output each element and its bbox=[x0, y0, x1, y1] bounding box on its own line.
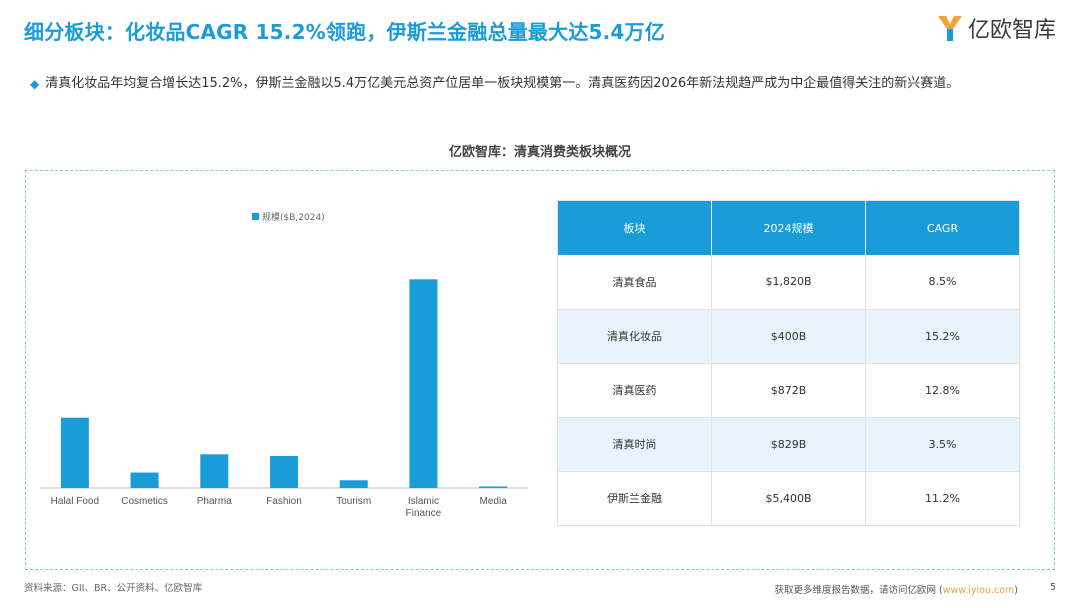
x-tick-label: Media bbox=[480, 496, 508, 507]
promo-text-end: ) bbox=[1014, 585, 1018, 596]
website-link[interactable]: www.iyiou.com bbox=[942, 585, 1015, 596]
table-cell-sector: 清真时尚 bbox=[557, 417, 712, 472]
table-row: 伊斯兰金融 $5,400B 11.2% bbox=[557, 471, 1020, 526]
table-cell-cagr: 3.5% bbox=[865, 417, 1020, 472]
table-cell-sector: 清真化妆品 bbox=[557, 309, 712, 364]
table-row: 清真医药 $872B 12.8% bbox=[557, 363, 1020, 418]
table-cell-sector: 清真医药 bbox=[557, 363, 712, 418]
sector-table: 板块 2024规模 CAGR 清真食品 $1,820B 8.5% 清真化妆品 $… bbox=[557, 200, 1020, 526]
logo: 亿欧智库 bbox=[936, 12, 1056, 44]
promo-note: 获取更多维度报告数据，请访问亿欧网 (www.iyiou.com) bbox=[775, 582, 1018, 596]
bar-pharma bbox=[200, 454, 229, 488]
table-cell-size: $829B bbox=[711, 417, 866, 472]
bar-halal-food bbox=[60, 417, 89, 488]
bar-chart: Halal Food Cosmetics Pharma Fashion Tourism I… bbox=[40, 279, 528, 519]
table-cell-cagr: 12.8% bbox=[865, 363, 1020, 418]
diamond-bullet-icon: ◆ bbox=[30, 77, 40, 91]
x-tick-label: Tourism bbox=[336, 496, 371, 507]
x-tick-label: Halal Food bbox=[51, 496, 99, 507]
table-row: 清真化妆品 $400B 15.2% bbox=[557, 309, 1020, 364]
legend-label: 规模($B,2024) bbox=[262, 213, 325, 223]
bar-media bbox=[479, 486, 508, 488]
table-row: 清真时尚 $829B 3.5% bbox=[557, 417, 1020, 472]
summary-bullet: ◆ 清真化妆品年均复合增长达15.2%，伊斯兰金融以5.4万亿美元总资产位居单一… bbox=[30, 74, 1055, 94]
x-tick-label: Fashion bbox=[266, 496, 302, 507]
table-header-sector: 板块 bbox=[557, 200, 712, 255]
table-row: 清真食品 $1,820B 8.5% bbox=[557, 255, 1020, 310]
summary-text: 清真化妆品年均复合增长达15.2%，伊斯兰金融以5.4万亿美元总资产位居单一板块… bbox=[45, 76, 960, 91]
table-cell-sector: 伊斯兰金融 bbox=[557, 471, 712, 526]
promo-text: 获取更多维度报告数据，请访问亿欧网 ( bbox=[774, 585, 943, 596]
logo-icon bbox=[937, 16, 962, 41]
table-header-size: 2024规模 bbox=[711, 200, 866, 255]
chart-legend: 规模($B,2024) bbox=[252, 210, 325, 223]
table-header-cagr: CAGR bbox=[865, 200, 1020, 255]
x-tick-label: Cosmetics bbox=[121, 496, 168, 507]
x-tick-label: Finance bbox=[406, 508, 442, 519]
x-tick-label: Islamic bbox=[408, 496, 439, 507]
content-frame bbox=[25, 170, 1055, 570]
table-cell-size: $400B bbox=[711, 309, 866, 364]
bar-fashion bbox=[270, 455, 298, 488]
x-tick-label: Pharma bbox=[197, 496, 232, 507]
table-cell-cagr: 15.2% bbox=[865, 309, 1020, 364]
section-title: 亿欧智库：清真消费类板块概况 bbox=[448, 145, 631, 160]
legend-swatch bbox=[252, 213, 259, 220]
table-cell-size: $5,400B bbox=[711, 471, 866, 526]
logo-text: 亿欧智库 bbox=[967, 18, 1056, 43]
table-cell-size: $1,820B bbox=[711, 255, 866, 310]
page-title: 细分板块：化妆品CAGR 15.2%领跑，伊斯兰金融总量最大达5.4万亿 bbox=[24, 20, 665, 44]
bar-cosmetics bbox=[130, 472, 159, 488]
table-cell-size: $872B bbox=[711, 363, 866, 418]
source-note: 资料来源：GII、BR、公开资料、亿欧智库 bbox=[24, 583, 203, 594]
bar-islamic-finance bbox=[409, 279, 438, 488]
table-cell-cagr: 8.5% bbox=[865, 255, 1020, 310]
table-header-row: 板块 2024规模 CAGR bbox=[557, 200, 1020, 255]
page-number: 5 bbox=[1049, 582, 1056, 593]
table-cell-cagr: 11.2% bbox=[865, 471, 1020, 526]
bar-tourism bbox=[339, 480, 368, 488]
table-cell-sector: 清真食品 bbox=[557, 255, 712, 310]
